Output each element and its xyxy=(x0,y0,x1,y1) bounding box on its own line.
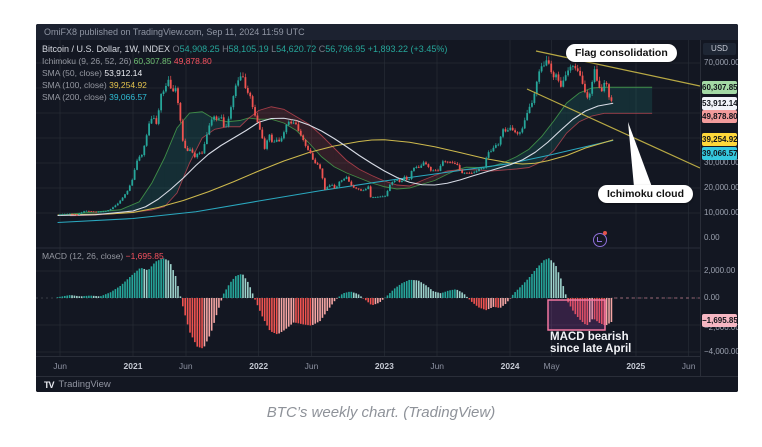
sma100-legend: SMA (100, close) 39,254.92 xyxy=(42,80,147,90)
time-tick-jun: Jun xyxy=(178,361,193,371)
tradingview-logo-icon: TV xyxy=(44,379,54,390)
macd-legend-row: MACD (12, 26, close) −1,695.85 xyxy=(42,251,164,261)
price-tick: 70,000.00 xyxy=(704,58,738,67)
tradingview-chart-image: OmiFX8 published on TradingView.com, Sep… xyxy=(36,24,738,392)
price-tick: 0.00 xyxy=(704,233,720,242)
indicator-legend: Bitcoin / U.S. Dollar, 1W, INDEX O54,908… xyxy=(42,43,447,103)
macd-tick: 0.00 xyxy=(704,293,720,302)
figure-caption: BTC’s weekly chart. (TradingView) xyxy=(266,404,496,421)
price-badge: 49,878.80 xyxy=(702,110,738,124)
time-tick-may: May xyxy=(543,361,560,371)
time-tick-jun: Jun xyxy=(304,361,319,371)
price-badge: 39,066.57 xyxy=(702,146,738,160)
attribution-text: OmiFX8 published on TradingView.com, Sep… xyxy=(44,27,305,37)
price-axis[interactable]: USD 70,000.00 30,000.00 20,000.00 10,000.00… xyxy=(700,40,738,376)
price-tick: 20,000.00 xyxy=(704,183,738,192)
time-tick-2024: 2024 xyxy=(500,361,520,371)
chart-body: Bitcoin / U.S. Dollar, 1W, INDEX O54,908… xyxy=(36,40,738,392)
price-badge: 39,254.92 xyxy=(702,133,738,147)
macd-tick: −2,000.00 xyxy=(704,323,738,332)
sma50-legend: SMA (50, close) 53,912.14 xyxy=(42,68,143,78)
price-badge: 53,912.14 xyxy=(702,96,738,110)
macd-value-badge: −1,695.85 xyxy=(702,314,738,328)
currency-usd-button[interactable]: USD xyxy=(703,43,736,55)
price-tick: 30,000.00 xyxy=(704,158,738,167)
sma200-legend: SMA (200, close) 39,066.57 xyxy=(42,92,147,102)
chart-canvas[interactable] xyxy=(36,40,700,356)
attribution-bar: OmiFX8 published on TradingView.com, Sep… xyxy=(36,24,738,40)
plot-area[interactable]: Bitcoin / U.S. Dollar, 1W, INDEX O54,908… xyxy=(36,40,700,376)
macd-tick: 2,000.00 xyxy=(704,266,736,275)
macd-legend: MACD (12, 26, close) −1,695.85 xyxy=(42,251,164,261)
time-tick-jun: Jun xyxy=(681,361,696,371)
price-badge: 60,307.85 xyxy=(702,80,738,94)
tradingview-brand: TradingView xyxy=(58,379,111,390)
time-tick-2021: 2021 xyxy=(123,361,143,371)
time-tick-2023: 2023 xyxy=(374,361,394,371)
price-tick: 10,000.00 xyxy=(704,208,738,217)
macd-tick: −4,000.00 xyxy=(704,347,738,356)
time-tick-jun: Jun xyxy=(53,361,67,371)
time-tick-2025: 2025 xyxy=(626,361,646,371)
tradingview-logo-bar: TV TradingView xyxy=(36,376,738,392)
time-tick-2022: 2022 xyxy=(249,361,269,371)
symbol-legend: Bitcoin / U.S. Dollar, 1W, INDEX O54,908… xyxy=(42,44,448,54)
time-tick-jun: Jun xyxy=(430,361,445,371)
ichimoku-legend: Ichimoku (9, 26, 52, 26) 60,307.85 49,87… xyxy=(42,56,212,66)
time-axis[interactable]: Jun 2021 Jun 2022 Jun 2023 Jun 2024 May 2025 Jun xyxy=(36,356,700,377)
